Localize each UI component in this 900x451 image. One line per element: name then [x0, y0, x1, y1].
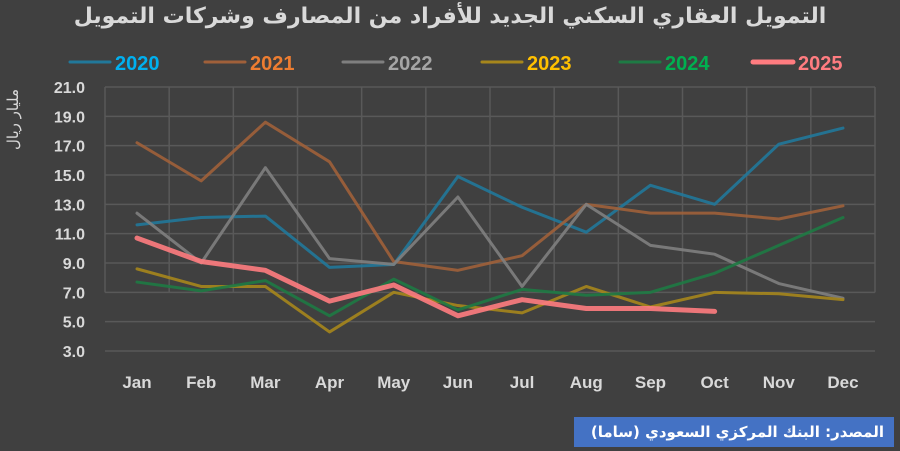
y-tick-label: 21.0: [54, 80, 85, 97]
y-tick-label: 9.0: [63, 256, 85, 273]
x-tick-label: Apr: [315, 373, 345, 392]
y-tick-label: 5.0: [63, 315, 85, 332]
x-tick-label: Dec: [827, 373, 858, 392]
series-line-2021: [135, 120, 845, 272]
legend-label-2023: 2023: [527, 53, 572, 75]
source-note: المصدر: البنك المركزي السعودي (ساما): [574, 417, 894, 447]
x-tick-label: Jul: [510, 373, 535, 392]
y-tick-label: 15.0: [54, 168, 85, 185]
x-tick-label: Aug: [570, 373, 603, 392]
y-tick-label: 3.0: [63, 344, 85, 361]
x-tick-label: Nov: [763, 373, 796, 392]
legend-label-2021: 2021: [250, 53, 295, 75]
series-line-2020: [135, 126, 845, 269]
x-tick-label: Feb: [186, 373, 216, 392]
chart-title: التمويل العقاري السكني الجديد للأفراد من…: [73, 4, 827, 29]
y-tick-label: 17.0: [54, 139, 85, 156]
y-tick-label: 13.0: [54, 197, 85, 214]
y-tick-label: 11.0: [55, 227, 85, 244]
legend-label-2022: 2022: [388, 53, 433, 75]
series-line-2022: [135, 166, 845, 300]
series-line-2025: [134, 235, 718, 319]
x-tick-label: Mar: [250, 373, 281, 392]
x-tick-label: Sep: [635, 373, 666, 392]
y-tick-label: 7.0: [63, 285, 85, 302]
y-tick-label: 19.0: [54, 109, 85, 126]
series-line-2024: [135, 216, 845, 318]
x-tick-label: May: [377, 373, 411, 392]
x-tick-label: Oct: [700, 373, 729, 392]
x-tick-label: Jun: [443, 373, 473, 392]
legend-label-2020: 2020: [115, 53, 160, 75]
x-tick-label: Jan: [122, 373, 151, 392]
legend-label-2024: 2024: [665, 53, 710, 75]
legend-label-2025: 2025: [798, 53, 843, 75]
